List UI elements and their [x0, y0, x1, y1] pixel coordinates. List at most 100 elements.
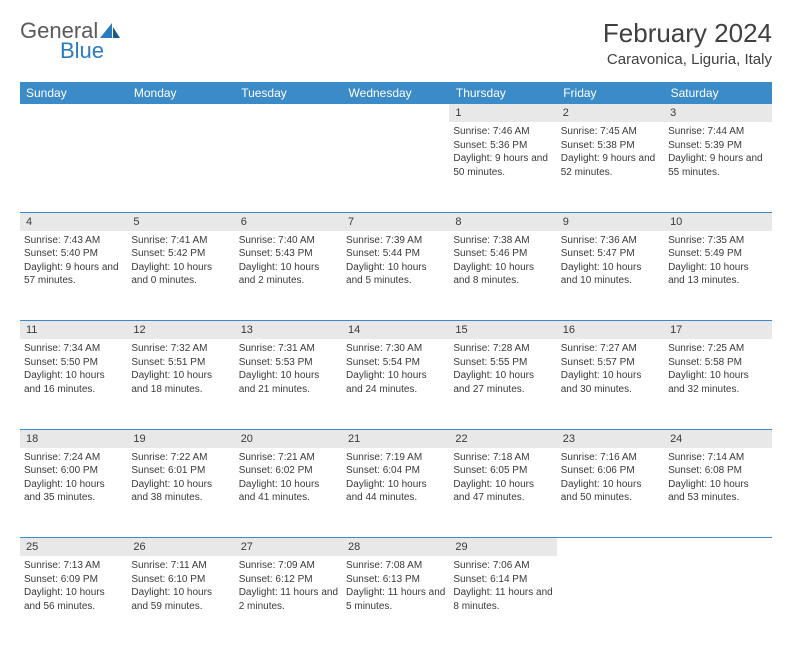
- month-title: February 2024: [603, 18, 772, 49]
- day-header-sun: Sunday: [20, 82, 127, 104]
- day-number: 22: [449, 429, 556, 448]
- day-content-row: Sunrise: 7:34 AMSunset: 5:50 PMDaylight:…: [20, 339, 772, 429]
- day-number: 7: [342, 212, 449, 231]
- sunrise-text: Sunrise: 7:08 AM: [346, 559, 445, 573]
- sunset-text: Sunset: 5:36 PM: [453, 139, 552, 153]
- day-cell: Sunrise: 7:39 AMSunset: 5:44 PMDaylight:…: [342, 231, 449, 321]
- day-cell: Sunrise: 7:41 AMSunset: 5:42 PMDaylight:…: [127, 231, 234, 321]
- daylight-text: Daylight: 9 hours and 57 minutes.: [24, 261, 123, 288]
- day-header-tue: Tuesday: [235, 82, 342, 104]
- day-number-row: 123: [20, 104, 772, 122]
- day-cell: Sunrise: 7:19 AMSunset: 6:04 PMDaylight:…: [342, 448, 449, 538]
- daylight-text: Daylight: 11 hours and 8 minutes.: [453, 586, 552, 613]
- day-number: 20: [235, 429, 342, 448]
- day-content-row: Sunrise: 7:24 AMSunset: 6:00 PMDaylight:…: [20, 448, 772, 538]
- day-number: 17: [664, 321, 771, 340]
- day-number: [664, 538, 771, 557]
- day-header-fri: Friday: [557, 82, 664, 104]
- sunrise-text: Sunrise: 7:19 AM: [346, 451, 445, 465]
- sunset-text: Sunset: 5:40 PM: [24, 247, 123, 261]
- day-content-row: Sunrise: 7:46 AMSunset: 5:36 PMDaylight:…: [20, 122, 772, 212]
- sunrise-text: Sunrise: 7:34 AM: [24, 342, 123, 356]
- day-number: 24: [664, 429, 771, 448]
- day-number: 28: [342, 538, 449, 557]
- sunset-text: Sunset: 6:14 PM: [453, 573, 552, 587]
- day-number-row: 18192021222324: [20, 429, 772, 448]
- daylight-text: Daylight: 10 hours and 16 minutes.: [24, 369, 123, 396]
- sunset-text: Sunset: 5:50 PM: [24, 356, 123, 370]
- daylight-text: Daylight: 10 hours and 59 minutes.: [131, 586, 230, 613]
- sunrise-text: Sunrise: 7:46 AM: [453, 125, 552, 139]
- sunrise-text: Sunrise: 7:43 AM: [24, 234, 123, 248]
- daylight-text: Daylight: 10 hours and 38 minutes.: [131, 478, 230, 505]
- sunrise-text: Sunrise: 7:39 AM: [346, 234, 445, 248]
- day-cell: Sunrise: 7:14 AMSunset: 6:08 PMDaylight:…: [664, 448, 771, 538]
- day-number: 19: [127, 429, 234, 448]
- sunrise-text: Sunrise: 7:44 AM: [668, 125, 767, 139]
- daylight-text: Daylight: 11 hours and 2 minutes.: [239, 586, 338, 613]
- sunrise-text: Sunrise: 7:18 AM: [453, 451, 552, 465]
- sunrise-text: Sunrise: 7:14 AM: [668, 451, 767, 465]
- sunrise-text: Sunrise: 7:32 AM: [131, 342, 230, 356]
- daylight-text: Daylight: 10 hours and 21 minutes.: [239, 369, 338, 396]
- day-cell: Sunrise: 7:21 AMSunset: 6:02 PMDaylight:…: [235, 448, 342, 538]
- sunrise-text: Sunrise: 7:13 AM: [24, 559, 123, 573]
- daylight-text: Daylight: 10 hours and 8 minutes.: [453, 261, 552, 288]
- daylight-text: Daylight: 10 hours and 30 minutes.: [561, 369, 660, 396]
- sunset-text: Sunset: 5:42 PM: [131, 247, 230, 261]
- day-number: 15: [449, 321, 556, 340]
- sunset-text: Sunset: 6:02 PM: [239, 464, 338, 478]
- day-cell: Sunrise: 7:27 AMSunset: 5:57 PMDaylight:…: [557, 339, 664, 429]
- header-right: February 2024 Caravonica, Liguria, Italy: [603, 18, 772, 68]
- sunrise-text: Sunrise: 7:41 AM: [131, 234, 230, 248]
- day-number: 14: [342, 321, 449, 340]
- day-header-sat: Saturday: [664, 82, 771, 104]
- day-number: 11: [20, 321, 127, 340]
- daylight-text: Daylight: 10 hours and 13 minutes.: [668, 261, 767, 288]
- day-cell: Sunrise: 7:31 AMSunset: 5:53 PMDaylight:…: [235, 339, 342, 429]
- day-cell: Sunrise: 7:06 AMSunset: 6:14 PMDaylight:…: [449, 556, 556, 646]
- sunset-text: Sunset: 5:38 PM: [561, 139, 660, 153]
- day-cell: Sunrise: 7:24 AMSunset: 6:00 PMDaylight:…: [20, 448, 127, 538]
- sunset-text: Sunset: 6:08 PM: [668, 464, 767, 478]
- day-number-row: 11121314151617: [20, 321, 772, 340]
- sunset-text: Sunset: 5:43 PM: [239, 247, 338, 261]
- daylight-text: Daylight: 11 hours and 5 minutes.: [346, 586, 445, 613]
- logo-text-blue: Blue: [60, 38, 104, 64]
- day-number: [20, 104, 127, 122]
- day-header-mon: Monday: [127, 82, 234, 104]
- day-cell: [235, 122, 342, 212]
- day-cell: [20, 122, 127, 212]
- day-cell: Sunrise: 7:35 AMSunset: 5:49 PMDaylight:…: [664, 231, 771, 321]
- day-cell: Sunrise: 7:18 AMSunset: 6:05 PMDaylight:…: [449, 448, 556, 538]
- daylight-text: Daylight: 10 hours and 24 minutes.: [346, 369, 445, 396]
- day-number: 21: [342, 429, 449, 448]
- day-cell: [664, 556, 771, 646]
- day-cell: Sunrise: 7:44 AMSunset: 5:39 PMDaylight:…: [664, 122, 771, 212]
- calendar-table: Sunday Monday Tuesday Wednesday Thursday…: [20, 82, 772, 646]
- daylight-text: Daylight: 10 hours and 32 minutes.: [668, 369, 767, 396]
- day-cell: Sunrise: 7:11 AMSunset: 6:10 PMDaylight:…: [127, 556, 234, 646]
- day-cell: Sunrise: 7:32 AMSunset: 5:51 PMDaylight:…: [127, 339, 234, 429]
- day-cell: Sunrise: 7:25 AMSunset: 5:58 PMDaylight:…: [664, 339, 771, 429]
- sunset-text: Sunset: 6:13 PM: [346, 573, 445, 587]
- day-number: 23: [557, 429, 664, 448]
- sunset-text: Sunset: 6:09 PM: [24, 573, 123, 587]
- day-number: [342, 104, 449, 122]
- day-cell: Sunrise: 7:38 AMSunset: 5:46 PMDaylight:…: [449, 231, 556, 321]
- sunset-text: Sunset: 5:55 PM: [453, 356, 552, 370]
- sunrise-text: Sunrise: 7:27 AM: [561, 342, 660, 356]
- day-cell: Sunrise: 7:43 AMSunset: 5:40 PMDaylight:…: [20, 231, 127, 321]
- day-number: 3: [664, 104, 771, 122]
- sunset-text: Sunset: 6:05 PM: [453, 464, 552, 478]
- sunrise-text: Sunrise: 7:22 AM: [131, 451, 230, 465]
- daylight-text: Daylight: 10 hours and 2 minutes.: [239, 261, 338, 288]
- day-content-row: Sunrise: 7:43 AMSunset: 5:40 PMDaylight:…: [20, 231, 772, 321]
- day-number: 10: [664, 212, 771, 231]
- day-number-row: 45678910: [20, 212, 772, 231]
- sunrise-text: Sunrise: 7:35 AM: [668, 234, 767, 248]
- sunset-text: Sunset: 5:49 PM: [668, 247, 767, 261]
- sunset-text: Sunset: 5:46 PM: [453, 247, 552, 261]
- day-number: 13: [235, 321, 342, 340]
- day-number: 26: [127, 538, 234, 557]
